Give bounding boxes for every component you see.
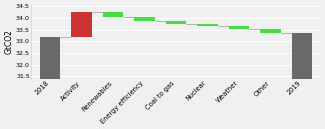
Bar bbox=[40, 37, 60, 79]
Y-axis label: GtCO2: GtCO2 bbox=[4, 29, 13, 54]
Bar bbox=[134, 17, 155, 21]
Bar bbox=[197, 24, 218, 26]
Bar bbox=[229, 26, 249, 29]
Bar bbox=[103, 12, 123, 17]
Bar bbox=[72, 12, 92, 37]
Bar bbox=[292, 33, 312, 79]
Bar bbox=[166, 21, 186, 24]
Bar bbox=[260, 29, 281, 33]
